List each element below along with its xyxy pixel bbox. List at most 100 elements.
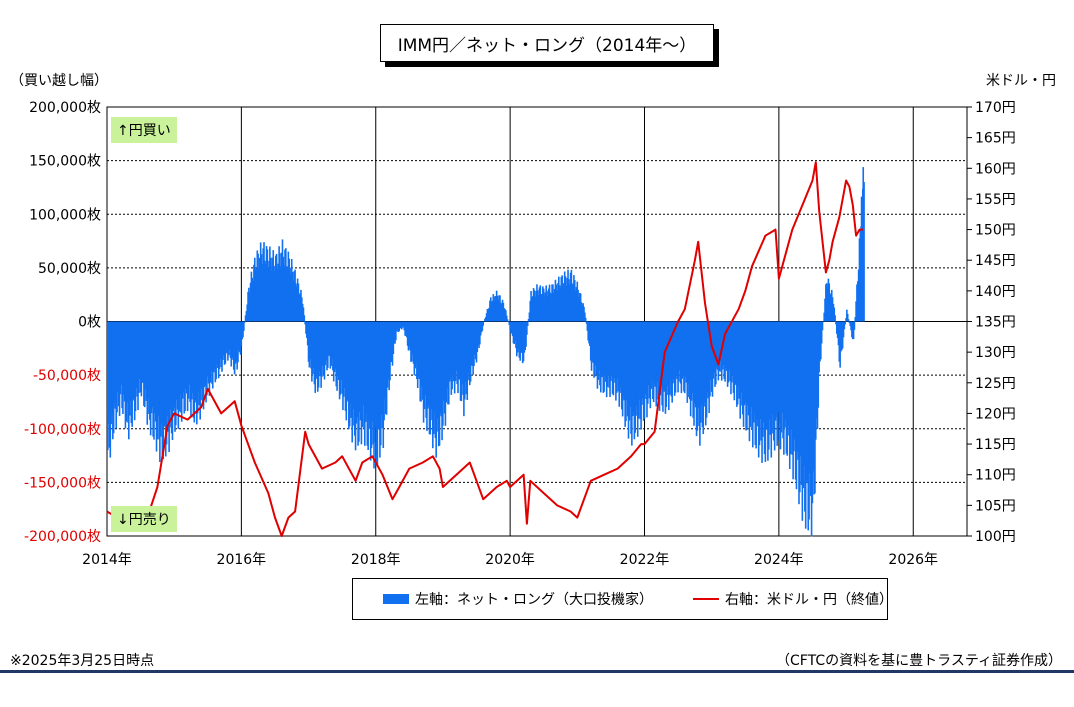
- net-long-bar: [594, 321, 597, 366]
- net-long-bar: [855, 301, 857, 322]
- net-long-bar: [558, 285, 561, 322]
- x-tick-label: 2026年: [888, 552, 938, 568]
- net-long-bar: [664, 321, 667, 414]
- net-long-bar: [126, 321, 128, 403]
- net-long-bar: [322, 321, 324, 366]
- net-long-bar: [326, 321, 328, 371]
- net-long-bar: [266, 249, 269, 322]
- net-long-bar: [832, 303, 835, 322]
- net-long-bar: [684, 321, 687, 377]
- net-long-bar: [178, 321, 180, 412]
- net-long-bar: [637, 321, 640, 419]
- net-long-bar: [317, 321, 320, 388]
- net-long-bar: [412, 321, 415, 364]
- net-long-bar: [269, 257, 272, 322]
- net-long-bar: [598, 321, 600, 371]
- footnote-source: （CFTCの資料を基に豊トラスティ証券作成）: [776, 653, 1062, 669]
- net-long-bar: [427, 321, 430, 406]
- right-axis: 170円 165円 160円 155円 150円 145円 140円 135円 130円 125円…: [967, 100, 1016, 545]
- net-long-bar: [643, 321, 646, 419]
- net-long-bar: [390, 321, 392, 362]
- net-long-bar: [189, 321, 191, 402]
- net-long-bar: [346, 321, 348, 400]
- net-long-bar: [776, 321, 778, 446]
- net-long-bar: [211, 321, 213, 384]
- net-long-bar: [638, 321, 641, 400]
- net-long-bar: [184, 321, 186, 412]
- net-long-bar: [691, 321, 694, 394]
- net-long-bar: [482, 321, 485, 326]
- net-long-bar: [321, 321, 323, 377]
- net-long-bar: [654, 321, 657, 387]
- net-long-bar: [858, 238, 861, 322]
- net-long-bar: [479, 321, 481, 345]
- net-long-bar: [294, 269, 296, 322]
- net-long-bar: [547, 295, 549, 322]
- net-long-bar: [647, 321, 649, 404]
- net-long-bar: [122, 321, 125, 395]
- net-long-bar: [525, 321, 527, 347]
- net-long-bar: [511, 321, 514, 337]
- net-long-bar: [334, 321, 337, 369]
- net-long-bar: [454, 321, 457, 381]
- net-long-bar: [179, 321, 181, 395]
- net-long-bar: [862, 182, 865, 322]
- net-long-bar: [190, 321, 192, 417]
- net-long-bar: [610, 321, 613, 376]
- net-long-bar: [357, 321, 359, 446]
- net-long-bar: [234, 321, 237, 364]
- net-long-bar: [176, 321, 179, 410]
- net-long-bar: [147, 321, 149, 414]
- right-tick-label: 155円: [975, 192, 1016, 208]
- net-long-bar: [790, 321, 793, 429]
- net-long-bar: [264, 260, 266, 322]
- net-long-bar: [274, 270, 276, 322]
- net-long-bar: [835, 321, 837, 325]
- net-long-bar: [639, 321, 642, 420]
- net-long-bar: [685, 321, 688, 383]
- net-long-bar: [224, 321, 227, 364]
- net-long-bar: [809, 321, 812, 496]
- net-long-bar: [609, 321, 611, 397]
- net-long-bar: [856, 284, 858, 322]
- net-long-bar: [752, 321, 755, 423]
- net-long-bar: [547, 288, 550, 322]
- net-long-bar: [428, 321, 431, 435]
- net-long-bar: [339, 321, 342, 395]
- net-long-bar: [145, 321, 148, 401]
- net-long-bar: [183, 321, 186, 414]
- net-long-bar: [159, 321, 162, 437]
- net-long-bar: [804, 321, 806, 512]
- net-long-bar: [728, 321, 731, 371]
- net-long-bar: [113, 321, 116, 404]
- net-long-bar: [133, 321, 136, 421]
- net-long-bar: [718, 321, 721, 372]
- left-tick-label: 50,000枚: [38, 261, 101, 277]
- net-long-bar: [574, 290, 577, 322]
- net-long-bar: [566, 277, 568, 322]
- net-long-bar: [580, 302, 583, 322]
- net-long-bar: [785, 321, 788, 454]
- net-long-bar: [291, 271, 294, 322]
- net-long-bar: [305, 321, 307, 334]
- net-long-bar: [312, 321, 315, 368]
- net-long-bar: [270, 270, 273, 322]
- net-long-bar: [258, 268, 260, 322]
- net-long-bar: [655, 321, 658, 407]
- net-long-bar: [185, 321, 188, 394]
- net-long-bar: [350, 321, 353, 418]
- net-long-bar: [757, 321, 760, 458]
- net-long-bar: [814, 321, 817, 440]
- net-long-bar: [219, 321, 222, 359]
- net-long-bar: [395, 321, 398, 332]
- x-tick-label: 2024年: [754, 552, 804, 568]
- net-long-bar: [769, 321, 772, 435]
- net-long-bar: [417, 321, 420, 377]
- net-long-bar: [581, 305, 584, 322]
- net-long-bar: [306, 321, 309, 346]
- net-long-bar: [259, 257, 261, 322]
- net-long-bar: [392, 321, 395, 354]
- net-long-bar: [399, 321, 401, 329]
- net-long-bar: [232, 321, 234, 357]
- net-long-bar: [318, 321, 321, 371]
